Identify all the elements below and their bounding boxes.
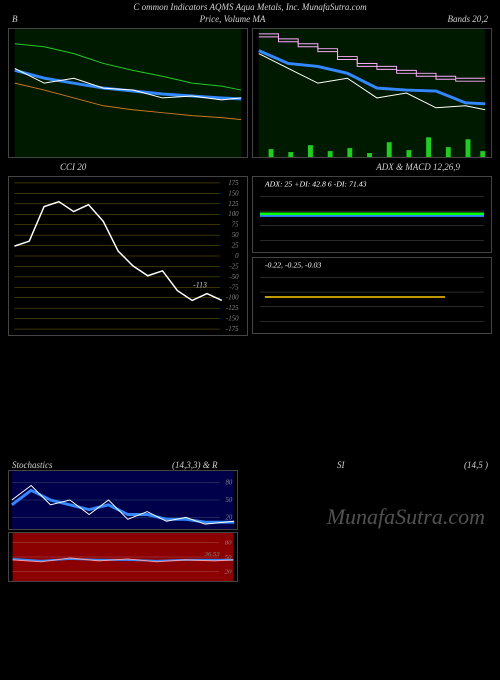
- price-chart: [252, 28, 492, 158]
- label-price: Price, Volume MA: [200, 14, 266, 24]
- svg-text:ADX: 25 +DI: 42.8 6: ADX: 25 +DI: 42.8 6 -DI: 71.43: [264, 180, 367, 189]
- svg-text:-0.22, -0.25, -0.03: -0.22, -0.25, -0.03: [265, 261, 322, 270]
- svg-text:-75: -75: [229, 284, 239, 291]
- top-charts: [0, 24, 500, 162]
- svg-text:-100: -100: [226, 295, 239, 302]
- spacer: [0, 340, 500, 460]
- svg-text:75: 75: [232, 222, 239, 229]
- label-cci: CCI 20: [60, 162, 86, 172]
- label-stoch2: (14,3,3) & R: [172, 460, 218, 470]
- row1-labels: B Price, Volume MA Bands 20,2: [0, 14, 500, 24]
- label-adx: ADX & MACD 12,26,9: [376, 162, 460, 172]
- svg-text:80: 80: [225, 480, 232, 487]
- svg-text:-125: -125: [226, 305, 239, 312]
- bollinger-chart: [8, 28, 248, 158]
- adx-macd-stack: ADX: 25 +DI: 42.8 6 -DI: 71.43 -0.22, -0…: [252, 176, 492, 336]
- row3-labels: Stochastics (14,3,3) & R SI (14,5 ): [0, 460, 500, 470]
- svg-text:50: 50: [225, 497, 232, 504]
- adx-chart: ADX: 25 +DI: 42.8 6 -DI: 71.43: [252, 176, 492, 253]
- svg-text:20: 20: [225, 514, 232, 521]
- rsi-chart: 80502036.53: [8, 532, 238, 582]
- label-stoch: Stochastics: [12, 460, 53, 470]
- svg-text:36.53: 36.53: [204, 551, 221, 558]
- label-rsi: (14,5 ): [464, 460, 488, 470]
- label-b: B: [12, 14, 18, 24]
- page-header: C ommon Indicators AQMS Aqua Metals, Inc…: [0, 0, 500, 14]
- macd-chart: -0.22, -0.25, -0.03: [252, 257, 492, 334]
- svg-text:-50: -50: [229, 274, 239, 281]
- svg-text:80: 80: [225, 540, 232, 547]
- svg-text:-150: -150: [226, 316, 239, 323]
- svg-text:100: 100: [228, 211, 239, 218]
- svg-text:25: 25: [232, 243, 239, 250]
- mid-charts: 175 150 125 100 75 50 25 0 -25 -50 -75 -100 -125 -150…: [0, 172, 500, 340]
- svg-text:-25: -25: [229, 263, 239, 270]
- row2-labels: CCI 20 ADX & MACD 12,26,9: [0, 162, 500, 172]
- label-si: SI: [337, 460, 345, 470]
- svg-text:-113: -113: [193, 281, 207, 290]
- svg-text:-175: -175: [226, 326, 239, 333]
- header-center: ommon Indicators AQMS Aqua Metals, Inc. …: [142, 2, 367, 12]
- svg-text:20: 20: [225, 568, 232, 575]
- header-left: C: [133, 2, 139, 12]
- bottom-charts: 80 50 20 80 50 20 36.53: [0, 470, 500, 582]
- svg-text:175: 175: [228, 180, 239, 187]
- svg-text:0: 0: [235, 253, 239, 260]
- svg-text:125: 125: [228, 201, 239, 208]
- stoch-chart: 80 50 20: [8, 470, 238, 530]
- label-bands: Bands 20,2: [447, 14, 488, 24]
- cci-chart: 175 150 125 100 75 50 25 0 -25 -50 -75 -100 -125 -150…: [8, 176, 248, 336]
- svg-text:50: 50: [232, 232, 239, 239]
- svg-text:150: 150: [228, 190, 239, 197]
